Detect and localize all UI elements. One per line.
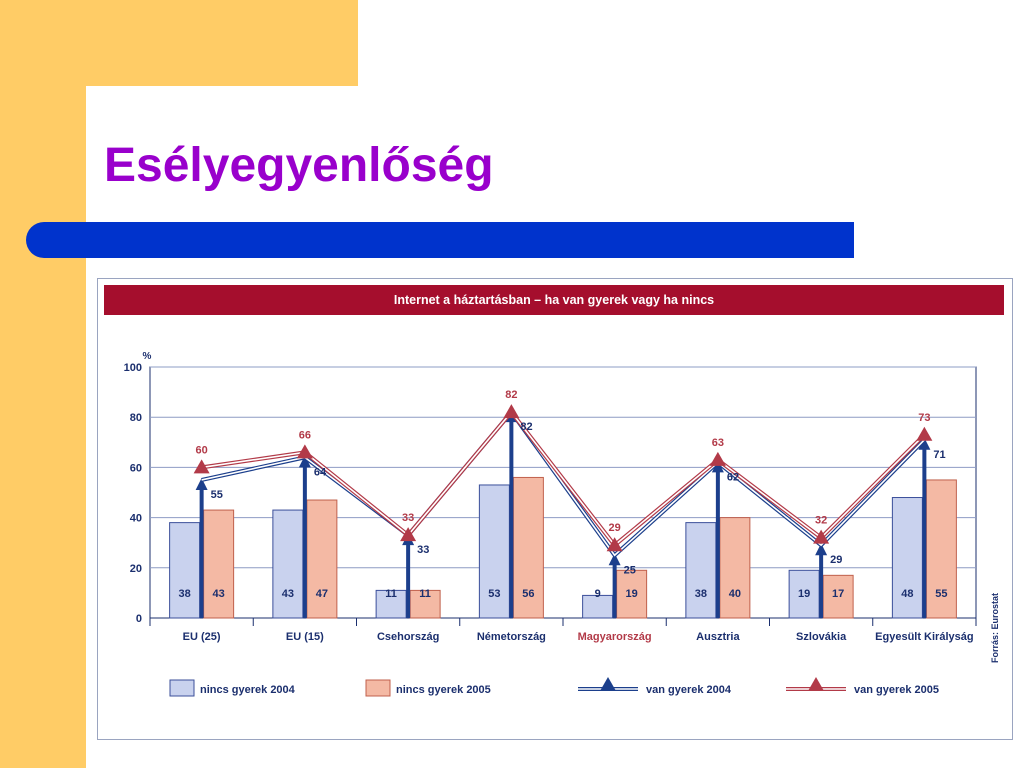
y-axis-unit: % — [143, 351, 152, 362]
arrow-head — [195, 477, 208, 490]
bar-value-label: 11 — [419, 588, 431, 600]
bar-value-label: 11 — [385, 588, 397, 600]
line-value-label-2005: 66 — [299, 429, 311, 441]
chart-frame: Internet a háztartásban – ha van gyerek … — [97, 278, 1013, 740]
bar — [512, 476, 544, 619]
side-panel — [0, 0, 86, 768]
y-tick-label: 20 — [130, 563, 142, 575]
legend-label: van gyerek 2004 — [646, 684, 732, 696]
legend-marker — [808, 677, 824, 691]
bar-value-label: 47 — [316, 588, 328, 600]
category-label: EU (15) — [286, 631, 324, 643]
bar — [375, 589, 407, 619]
legend-marker — [600, 677, 616, 691]
bar-value-label: 43 — [282, 588, 294, 600]
bar-value-label: 38 — [179, 588, 191, 600]
line-value-label-2005: 33 — [402, 512, 414, 524]
bar — [478, 484, 510, 619]
chart-source: Forrás: Eurostat — [990, 592, 1000, 663]
marker — [296, 444, 313, 459]
title-underline-bar — [26, 222, 854, 258]
category-label: Egyesült Királyság — [875, 631, 973, 643]
bar — [925, 479, 957, 619]
bar — [169, 522, 201, 619]
series-line-highlight — [201, 410, 925, 557]
legend-swatch — [365, 679, 391, 697]
marker — [916, 426, 933, 441]
category-label: Csehország — [377, 631, 439, 643]
category-label: EU (25) — [183, 631, 221, 643]
arrow-head — [608, 553, 621, 566]
line-value-label-2004: 29 — [830, 554, 842, 566]
legend-label: nincs gyerek 2005 — [396, 684, 491, 696]
line-value-label-2004: 55 — [211, 489, 223, 501]
line-value-label-2005: 73 — [918, 412, 930, 424]
line-value-label-2005: 63 — [712, 437, 724, 449]
bar — [306, 499, 338, 619]
bar — [616, 569, 648, 619]
line-value-label-2005: 82 — [505, 389, 517, 401]
marker — [503, 404, 520, 419]
bar — [822, 574, 854, 619]
chart-title: Internet a háztartásban – ha van gyerek … — [104, 285, 1004, 315]
bar-value-label: 19 — [626, 588, 638, 600]
marker — [193, 459, 210, 474]
category-label: Magyarország — [578, 631, 652, 643]
line-value-label-2005: 32 — [815, 515, 827, 527]
bar — [788, 569, 820, 619]
arrow-head — [298, 455, 311, 468]
marker — [709, 451, 726, 466]
bar-value-label: 43 — [213, 588, 225, 600]
y-tick-label: 60 — [130, 462, 142, 474]
y-tick-label: 80 — [130, 412, 142, 424]
line-value-label-2004: 62 — [727, 471, 739, 483]
bar-value-label: 55 — [935, 588, 947, 600]
legend-label: van gyerek 2005 — [854, 684, 939, 696]
legend-label: nincs gyerek 2004 — [200, 684, 296, 696]
y-tick-label: 100 — [124, 362, 142, 374]
bar-value-label: 17 — [832, 588, 844, 600]
y-tick-label: 0 — [136, 613, 142, 625]
arrow-head — [711, 460, 724, 473]
legend-swatch — [169, 679, 195, 697]
line-value-label-2004: 71 — [933, 449, 945, 461]
bar-value-label: 56 — [522, 588, 534, 600]
arrow-head — [918, 437, 931, 450]
y-tick-label: 40 — [130, 513, 142, 525]
line-value-label-2005: 60 — [196, 444, 208, 456]
line-value-label-2004: 64 — [314, 466, 327, 478]
top-panel — [0, 0, 358, 86]
bar-value-label: 9 — [595, 588, 601, 600]
arrow-head — [815, 543, 828, 556]
bar-value-label: 40 — [729, 588, 741, 600]
bar — [272, 509, 304, 619]
bar-value-label: 53 — [488, 588, 500, 600]
line-value-label-2004: 33 — [417, 544, 429, 556]
bar-value-label: 48 — [901, 588, 913, 600]
bar-value-label: 38 — [695, 588, 707, 600]
series-line-highlight — [201, 410, 925, 547]
category-label: Németország — [477, 631, 546, 643]
bar — [891, 497, 923, 619]
line-value-label-2005: 29 — [609, 522, 621, 534]
bar — [203, 509, 235, 619]
marker — [400, 527, 417, 542]
line-value-label-2004: 25 — [624, 564, 636, 576]
category-label: Ausztria — [696, 631, 740, 643]
category-label: Szlovákia — [796, 631, 847, 643]
slide-title: Esélyegyenlőség — [104, 139, 494, 192]
bar-value-label: 19 — [798, 588, 810, 600]
bar — [719, 517, 751, 619]
bar — [685, 522, 717, 619]
line-value-label-2004: 82 — [520, 421, 532, 433]
marker — [606, 537, 623, 552]
marker — [813, 529, 830, 544]
chart-svg: 0 20 40 60 80 100% 38 43 EU (25) 43 47 EU (15) 11 11 C… — [124, 351, 977, 697]
